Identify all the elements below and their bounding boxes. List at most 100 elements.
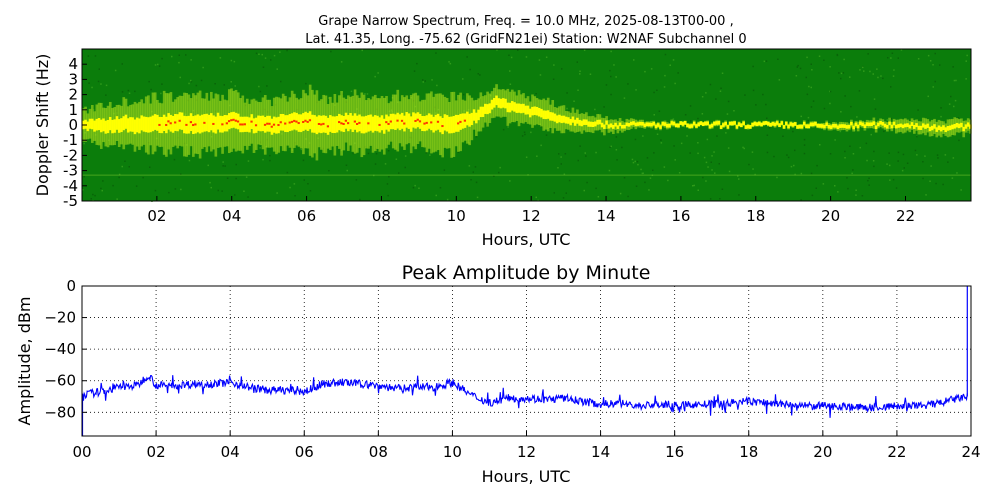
band-core [937,125,941,131]
speckle [858,90,861,92]
speckle [190,80,193,83]
band-core [551,112,555,121]
speckle [766,134,769,136]
speckle [171,55,173,58]
speckle [711,169,713,171]
speckle [627,195,629,198]
band-core [742,121,745,126]
speckle [967,131,969,133]
speckle [235,177,237,180]
speckle [128,92,131,94]
band-core [731,121,734,126]
speckle [98,68,100,70]
band-core [434,114,438,131]
amplitude-y-ticks: 0 −20 −40 −60 −80 [44,277,87,421]
band-core [544,110,548,120]
speckle [947,161,949,163]
speckle [859,146,861,149]
band-peak [221,123,224,126]
band-core [854,122,858,127]
band-core [461,113,465,129]
speckle [690,120,692,122]
speckle [269,159,271,162]
speckle [552,78,555,80]
band-core [567,117,570,124]
speckle [233,60,236,63]
band-core [102,118,105,132]
speckle [150,88,152,91]
band-core [722,123,725,127]
band-core [897,124,900,128]
band-core [376,115,379,132]
speckle [948,103,951,105]
speckle [725,132,727,134]
speckle [217,189,219,192]
band-core [899,123,903,128]
speckle [398,172,400,174]
band-core [528,108,532,118]
band-core [957,123,961,129]
speckle [834,139,836,141]
band-core [921,123,925,128]
band-core [868,122,871,127]
speckle [279,51,281,53]
speckle [705,92,707,94]
speckle [889,164,891,167]
speckle [168,191,170,194]
speckle [800,172,803,175]
band-core [142,116,146,132]
speckle [678,172,681,174]
band-core [962,126,966,132]
speckle [502,128,505,131]
band-core [928,126,932,132]
speckle [509,83,512,85]
speckle [134,90,136,93]
band-peak [212,122,215,125]
band-core [333,116,337,134]
speckle [127,89,130,92]
band-peak [189,121,193,124]
speckle [158,65,161,67]
band-core [398,114,402,131]
speckle [469,68,471,71]
speckle [105,94,107,96]
speckle [727,147,730,149]
speckle [957,117,960,119]
speckle [509,70,511,72]
speckle [412,186,415,189]
speckle [530,131,532,134]
band-peak [234,119,238,122]
band-core [573,119,577,126]
band-core [126,118,130,133]
band-core [219,115,222,133]
band-core [409,116,413,132]
speckle [706,138,709,141]
band-core [162,114,166,131]
speckle [868,184,870,186]
speckle [656,89,658,91]
speckle [261,53,263,56]
speckle [812,100,815,102]
band-core [906,123,909,127]
speckle [585,155,587,157]
speckle [752,168,754,170]
band-core [811,122,815,127]
speckle [793,164,795,167]
band-core [704,121,707,126]
speckle [839,130,842,133]
speckle [891,52,894,54]
speckle [223,84,225,86]
band-peak [169,122,173,125]
speckle [714,172,716,174]
speckle [807,116,810,119]
speckle [683,125,686,128]
speckle [811,194,814,197]
speckle [525,156,528,158]
band-core [746,124,750,129]
speckle [565,192,567,194]
speckle [188,159,191,162]
speckle [922,177,924,180]
spectrogram-plot-area [82,49,972,202]
speckle [636,160,639,163]
speckle [609,69,611,72]
